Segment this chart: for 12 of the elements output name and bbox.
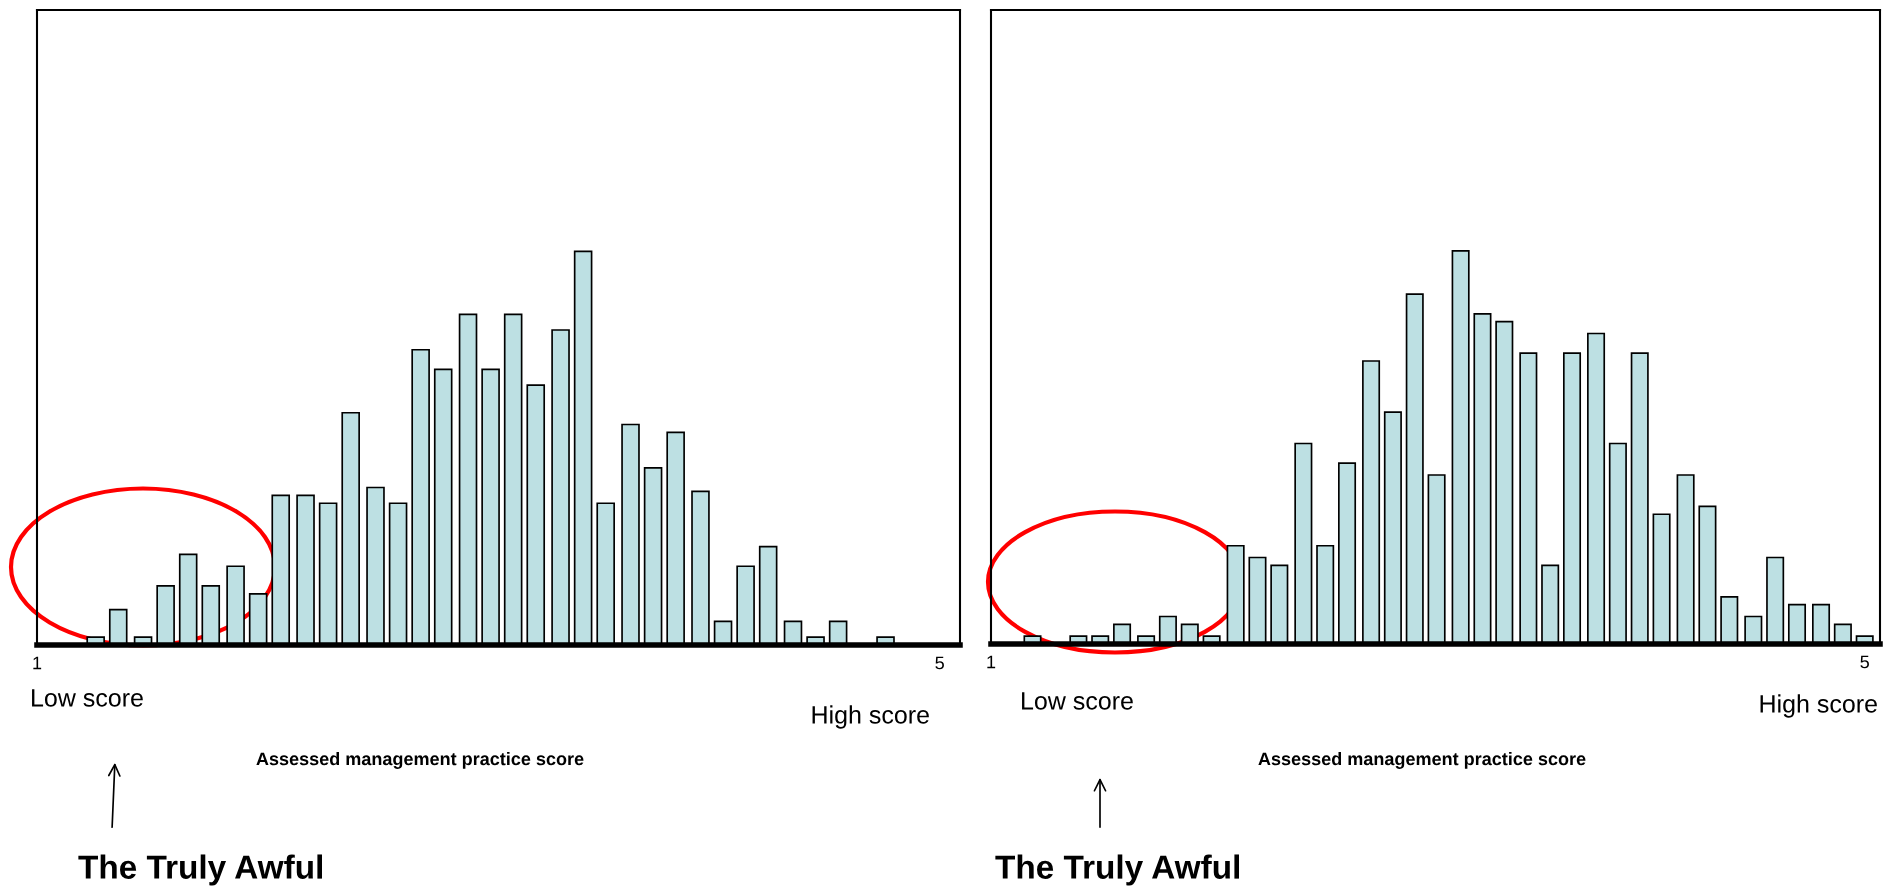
x-axis-title: Assessed management practice score (256, 752, 584, 769)
text: Low score (32, 689, 143, 707)
text: High score (1760, 694, 1877, 718)
x-axis-title: Assessed management practice score (1258, 752, 1586, 769)
x-tick-label: 5 (935, 656, 944, 670)
text: High score (812, 705, 929, 729)
text: The Truly Awful (995, 854, 1239, 886)
x-tick-label: 1 (33, 656, 42, 670)
text: Low score (1022, 692, 1133, 710)
x-tick-label: 5 (1860, 655, 1869, 669)
text: The Truly Awful (78, 854, 322, 886)
x-tick-label: 1 (987, 655, 996, 669)
